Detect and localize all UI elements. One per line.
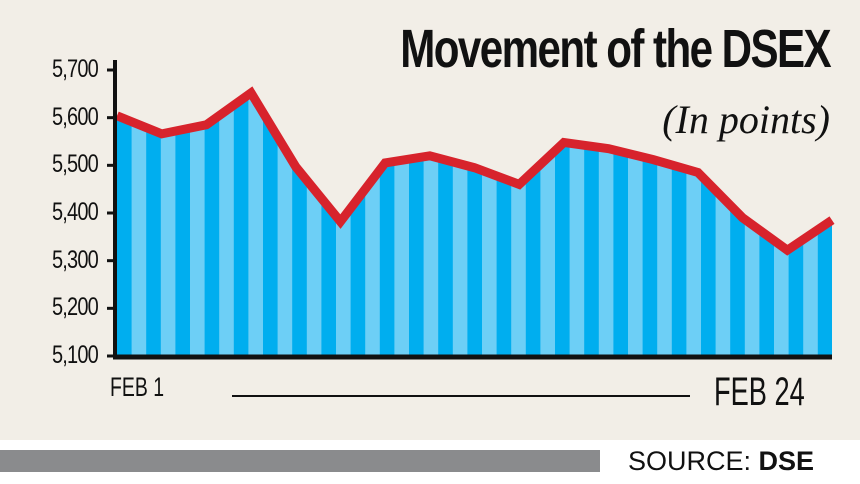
area-stripe (131, 92, 147, 356)
y-tick-label: 5,300 (51, 245, 99, 274)
area-stripe (452, 92, 468, 356)
chart-subtitle: (In points) (662, 97, 830, 142)
area-stripe (190, 92, 206, 356)
dsex-chart (107, 60, 835, 360)
x-range-line (232, 395, 690, 397)
area-stripe (336, 92, 352, 356)
area-stripe (540, 92, 556, 356)
y-tick-label: 5,700 (51, 55, 99, 83)
y-tick-label: 5,600 (51, 102, 99, 131)
y-tick-label: 5,400 (51, 198, 99, 226)
area-stripe (438, 92, 454, 356)
source-label: SOURCE: (628, 446, 752, 476)
area-stripe (175, 92, 191, 356)
area-stripe (263, 92, 279, 356)
area-stripe (277, 92, 293, 356)
area-stripe (204, 92, 220, 356)
area-stripe (292, 92, 308, 356)
source-name: DSE (758, 446, 815, 476)
area-stripe (379, 92, 395, 356)
area-stripe (248, 92, 264, 356)
source-bar (0, 450, 600, 472)
area-stripe (628, 92, 644, 356)
area-stripe (219, 92, 235, 356)
area-stripe (409, 92, 425, 356)
source-credit: SOURCE: DSE (628, 446, 814, 477)
y-tick-label: 5,100 (51, 341, 99, 369)
area-stripe (146, 92, 162, 356)
area-stripe (160, 92, 176, 356)
area-stripe (467, 92, 483, 356)
area-stripe (496, 92, 512, 356)
area-stripe (482, 92, 498, 356)
area-stripe (584, 92, 600, 356)
area-stripe (394, 92, 410, 356)
area-stripe (423, 92, 439, 356)
area-stripe (642, 92, 658, 356)
x-label-start: FEB 1 (110, 372, 165, 402)
area-stripe (233, 92, 249, 356)
area-stripe (365, 92, 381, 356)
y-tick-label: 5,500 (51, 150, 99, 179)
area-stripe (598, 92, 614, 356)
y-tick-label: 5,200 (51, 293, 99, 322)
x-label-end: FEB 24 (714, 370, 805, 414)
area-stripe (569, 92, 585, 356)
area-stripe (555, 92, 571, 356)
area-stripe (613, 92, 629, 356)
area-stripe (511, 92, 527, 356)
area-stripe (117, 92, 133, 356)
chart-title: Movement of the DSEX (400, 19, 831, 79)
area-stripe (525, 92, 541, 356)
